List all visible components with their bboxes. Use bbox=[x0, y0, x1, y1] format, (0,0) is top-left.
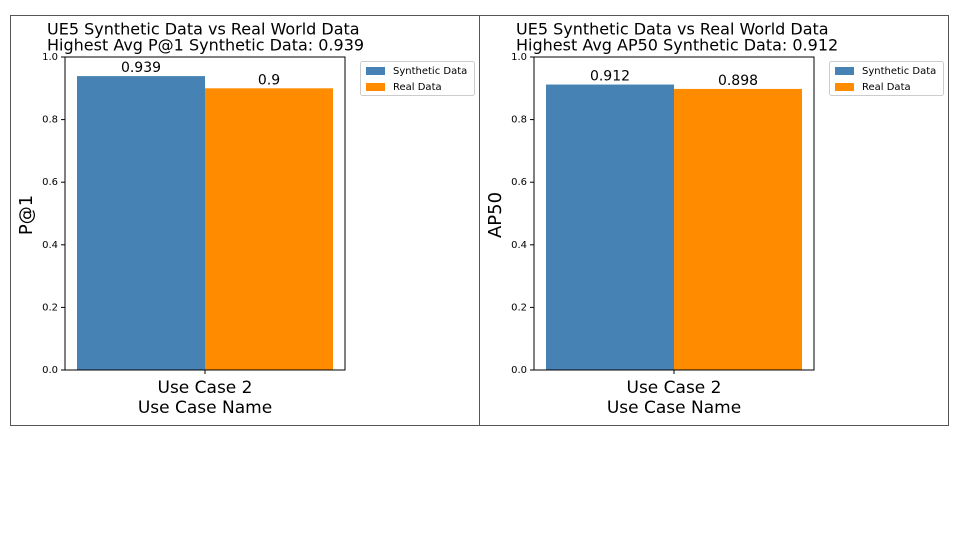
y-tick-label: 0.8 bbox=[42, 115, 58, 126]
legend-swatch bbox=[366, 83, 385, 91]
bar bbox=[205, 88, 333, 371]
y-tick-label: 0.0 bbox=[42, 365, 58, 376]
y-tick-label: 0.4 bbox=[42, 240, 58, 251]
data-label: 0.9 bbox=[258, 72, 280, 88]
data-label: 0.939 bbox=[121, 60, 161, 76]
chart-subtitle: Highest Avg AP50 Synthetic Data: 0.912 bbox=[516, 36, 838, 55]
bar bbox=[546, 84, 674, 370]
x-tick-label: Use Case 2 Use Case Name bbox=[137, 378, 273, 418]
y-tick-label: 0.6 bbox=[511, 177, 527, 188]
legend-box bbox=[360, 61, 475, 96]
legend-swatch bbox=[366, 67, 385, 75]
legend-swatch bbox=[835, 67, 854, 75]
panel-border bbox=[479, 15, 949, 426]
bar bbox=[77, 76, 205, 370]
legend-label: Synthetic Data bbox=[393, 66, 467, 77]
legend-label: Synthetic Data bbox=[862, 66, 936, 77]
data-label: 0.912 bbox=[590, 69, 630, 85]
y-axis-label: AP50 bbox=[485, 192, 506, 238]
legend-label: Real Data bbox=[862, 82, 911, 93]
y-tick-label: 0.2 bbox=[42, 302, 58, 313]
y-tick-label: 0.0 bbox=[511, 365, 527, 376]
x-tick-label: Use Case 2 Use Case Name bbox=[606, 378, 742, 418]
y-tick-label: 0.6 bbox=[42, 177, 58, 188]
y-tick-label: 1.0 bbox=[42, 52, 58, 63]
chart-subtitle: Highest Avg P@1 Synthetic Data: 0.939 bbox=[47, 36, 364, 55]
y-axis-label: P@1 bbox=[16, 195, 37, 235]
y-tick-label: 0.2 bbox=[511, 302, 527, 313]
y-tick-label: 0.8 bbox=[511, 115, 527, 126]
chart-title: UE5 Synthetic Data vs Real World Data bbox=[516, 20, 829, 39]
y-tick-label: 1.0 bbox=[511, 52, 527, 63]
y-tick-label: 0.4 bbox=[511, 240, 527, 251]
bar bbox=[674, 88, 802, 371]
legend-swatch bbox=[835, 83, 854, 91]
legend-label: Real Data bbox=[393, 82, 442, 93]
data-label: 0.898 bbox=[718, 73, 758, 89]
chart-title: UE5 Synthetic Data vs Real World Data bbox=[47, 20, 360, 39]
legend-box bbox=[829, 61, 944, 96]
